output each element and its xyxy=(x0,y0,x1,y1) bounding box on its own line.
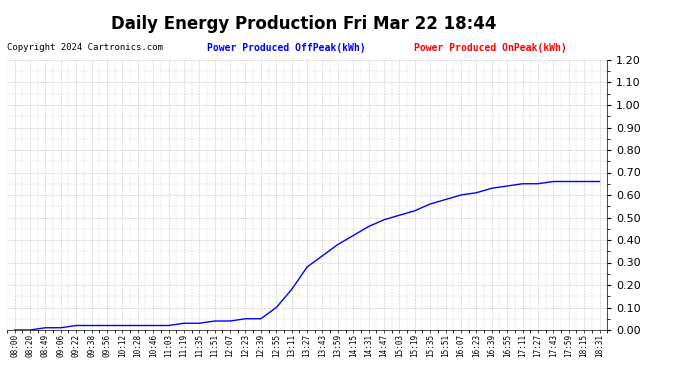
Text: Power Produced OnPeak(kWh): Power Produced OnPeak(kWh) xyxy=(414,43,566,53)
Text: Power Produced OffPeak(kWh): Power Produced OffPeak(kWh) xyxy=(207,43,366,53)
Text: Daily Energy Production Fri Mar 22 18:44: Daily Energy Production Fri Mar 22 18:44 xyxy=(111,15,496,33)
Text: Copyright 2024 Cartronics.com: Copyright 2024 Cartronics.com xyxy=(7,43,163,52)
